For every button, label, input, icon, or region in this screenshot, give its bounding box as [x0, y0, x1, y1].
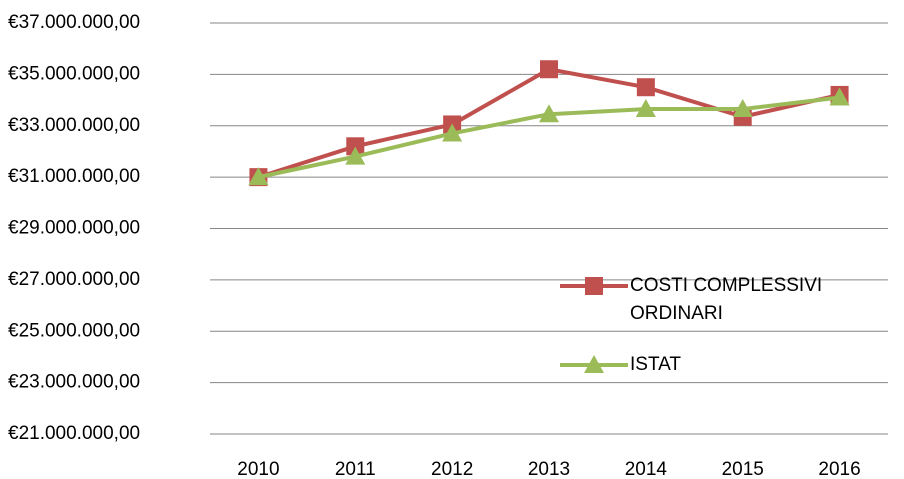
- marker: [829, 87, 850, 106]
- marker: [732, 99, 753, 118]
- y-tick-label: €31.000.000,00: [8, 166, 140, 187]
- y-tick-label: €23.000.000,00: [8, 372, 140, 393]
- x-tick-label: 2012: [431, 459, 473, 479]
- y-tick-label: €33.000.000,00: [8, 115, 140, 136]
- marker: [635, 99, 656, 118]
- y-tick-label: €29.000.000,00: [8, 218, 140, 239]
- x-tick-label: 2010: [237, 459, 279, 479]
- x-tick-label: 2014: [625, 459, 668, 479]
- series-line: [257, 67, 841, 180]
- marker: [636, 78, 655, 97]
- legend-marker: [584, 355, 604, 373]
- x-tick-label: 2011: [335, 459, 376, 479]
- y-tick-label: €35.000.000,00: [8, 63, 140, 84]
- legend-marker: [585, 277, 603, 295]
- x-tick-label: 2015: [722, 459, 764, 479]
- legend-label: COSTI COMPLESSIVI ORDINARI: [630, 275, 823, 324]
- marker: [248, 167, 269, 186]
- y-tick-label: €37.000.000,00: [8, 12, 140, 33]
- y-tick-label: €21.000.000,00: [8, 423, 140, 444]
- x-tick-label: 2013: [528, 459, 570, 479]
- y-tick-label: €25.000.000,00: [8, 320, 140, 341]
- x-tick-label: 2016: [818, 459, 860, 479]
- marker: [540, 60, 558, 79]
- y-tick-label: €27.000.000,00: [8, 269, 140, 290]
- marker: [346, 137, 365, 156]
- marker: [345, 146, 366, 165]
- marker: [442, 123, 463, 142]
- legend-label: ISTAT: [630, 354, 682, 375]
- marker: [539, 104, 559, 123]
